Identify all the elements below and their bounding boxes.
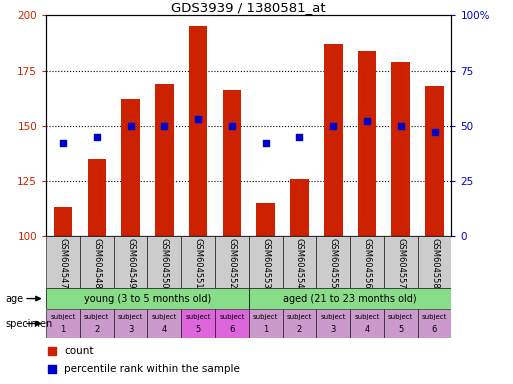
Text: GSM604552: GSM604552	[227, 238, 236, 289]
Text: 3: 3	[128, 325, 133, 334]
Bar	[425, 86, 444, 236]
Bar	[148, 309, 181, 338]
Text: 5: 5	[398, 325, 403, 334]
Point	[363, 118, 371, 124]
Bar	[317, 236, 350, 288]
Text: GSM604547: GSM604547	[58, 238, 68, 289]
Text: age: age	[5, 293, 23, 304]
Bar	[148, 236, 181, 288]
Bar	[114, 309, 148, 338]
Bar	[181, 309, 215, 338]
Bar	[358, 51, 377, 236]
Bar	[317, 309, 350, 338]
Text: subject: subject	[287, 314, 312, 320]
Text: 4: 4	[162, 325, 167, 334]
Bar	[350, 309, 384, 338]
Text: subject: subject	[50, 314, 76, 320]
Bar	[114, 236, 148, 288]
Point	[194, 116, 202, 122]
Bar	[418, 309, 451, 338]
Bar	[181, 236, 215, 288]
Text: 5: 5	[195, 325, 201, 334]
Text: subject: subject	[84, 314, 109, 320]
Text: 4: 4	[364, 325, 370, 334]
Text: specimen: specimen	[5, 318, 52, 329]
Bar	[384, 236, 418, 288]
Bar	[256, 203, 275, 236]
Point	[430, 129, 439, 136]
Bar	[290, 179, 309, 236]
Bar	[155, 84, 174, 236]
Point	[295, 134, 304, 140]
Point	[262, 141, 270, 147]
Bar	[215, 236, 249, 288]
Text: aged (21 to 23 months old): aged (21 to 23 months old)	[283, 293, 417, 304]
Text: subject: subject	[354, 314, 380, 320]
Text: GSM604556: GSM604556	[363, 238, 371, 289]
Text: GSM604549: GSM604549	[126, 238, 135, 289]
Title: GDS3939 / 1380581_at: GDS3939 / 1380581_at	[171, 1, 326, 14]
Bar	[283, 309, 317, 338]
Text: GSM604550: GSM604550	[160, 238, 169, 289]
Text: subject: subject	[253, 314, 279, 320]
Bar	[391, 62, 410, 236]
Text: percentile rank within the sample: percentile rank within the sample	[65, 364, 240, 374]
Text: subject: subject	[422, 314, 447, 320]
Bar	[80, 236, 114, 288]
Text: GSM604548: GSM604548	[92, 238, 102, 289]
Bar	[189, 26, 207, 236]
Text: GSM604553: GSM604553	[261, 238, 270, 289]
Bar	[88, 159, 106, 236]
Point	[397, 123, 405, 129]
Text: 3: 3	[330, 325, 336, 334]
Text: GSM604555: GSM604555	[329, 238, 338, 289]
Bar	[283, 236, 317, 288]
Point	[59, 141, 67, 147]
Bar	[350, 236, 384, 288]
Bar	[249, 309, 283, 338]
Bar	[46, 288, 249, 309]
Text: GSM604558: GSM604558	[430, 238, 439, 289]
Text: subject: subject	[219, 314, 245, 320]
Text: subject: subject	[388, 314, 413, 320]
Bar	[418, 236, 451, 288]
Bar	[46, 309, 80, 338]
Bar	[249, 236, 283, 288]
Point	[329, 123, 338, 129]
Point	[300, 130, 308, 136]
Text: GSM604557: GSM604557	[396, 238, 405, 289]
Point	[160, 123, 168, 129]
Bar	[121, 99, 140, 236]
Point	[228, 123, 236, 129]
Bar	[80, 309, 114, 338]
Bar	[46, 236, 80, 288]
Bar	[384, 309, 418, 338]
Text: subject: subject	[118, 314, 143, 320]
Point	[93, 134, 101, 140]
Text: GSM604554: GSM604554	[295, 238, 304, 289]
Bar	[54, 207, 72, 236]
Text: 2: 2	[297, 325, 302, 334]
Text: 1: 1	[61, 325, 66, 334]
Bar	[215, 309, 249, 338]
Text: 2: 2	[94, 325, 100, 334]
Text: subject: subject	[186, 314, 211, 320]
Text: count: count	[65, 346, 94, 356]
Text: GSM604551: GSM604551	[193, 238, 203, 289]
Text: young (3 to 5 months old): young (3 to 5 months old)	[84, 293, 211, 304]
Bar	[324, 44, 343, 236]
Bar	[249, 288, 451, 309]
Bar	[223, 91, 241, 236]
Text: subject: subject	[152, 314, 177, 320]
Text: subject: subject	[321, 314, 346, 320]
Text: 6: 6	[432, 325, 437, 334]
Point	[127, 123, 135, 129]
Point	[300, 287, 308, 293]
Text: 6: 6	[229, 325, 234, 334]
Text: 1: 1	[263, 325, 268, 334]
